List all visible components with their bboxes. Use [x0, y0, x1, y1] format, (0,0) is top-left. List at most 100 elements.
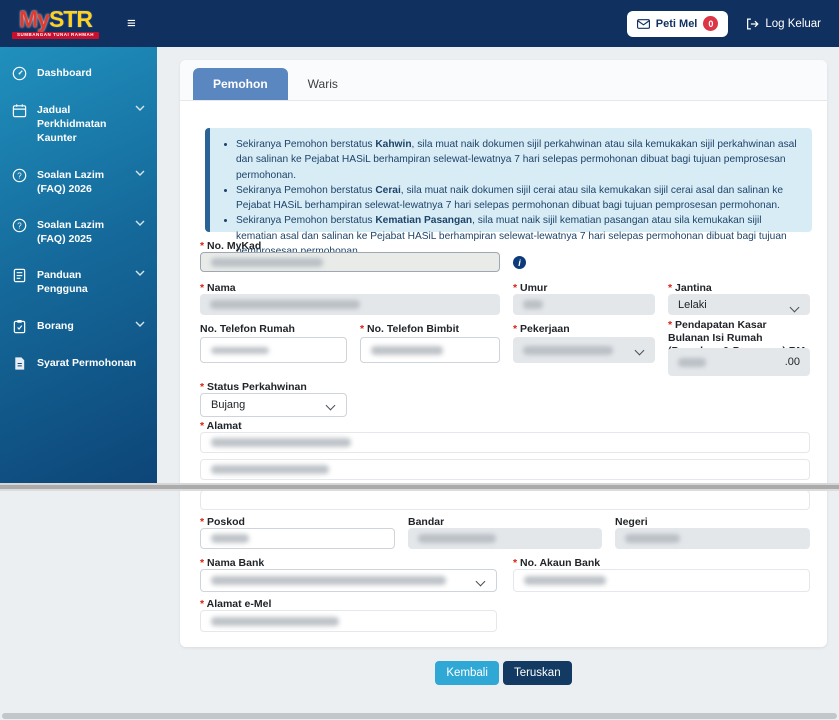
- logout-icon: [747, 18, 760, 29]
- sidebar-item-label: Soalan Lazim (FAQ) 2025: [37, 218, 105, 246]
- sidebar-item-label: Borang: [37, 319, 74, 332]
- status-notice-box: Sekiranya Pemohon berstatus Kahwin, sila…: [205, 128, 812, 257]
- redacted-value: [625, 534, 680, 543]
- redacted-value: [524, 576, 606, 585]
- sidebar-item-label: Dashboard: [37, 67, 92, 79]
- alamat-label: Alamat: [200, 420, 242, 433]
- horizontal-scrollbar-bottom[interactable]: [2, 713, 837, 719]
- redacted-value: [418, 534, 496, 543]
- file-icon: [15, 356, 25, 370]
- alamat-line3-input[interactable]: [200, 490, 810, 510]
- nama-input[interactable]: [200, 294, 500, 315]
- dashboard-icon: [12, 66, 27, 81]
- pendapatan-input[interactable]: .00: [668, 348, 810, 376]
- guide-icon: [13, 269, 26, 283]
- umur-input[interactable]: [513, 294, 655, 315]
- envelope-icon: [636, 18, 650, 29]
- redacted-value: [211, 346, 269, 354]
- mailbox-button[interactable]: Peti Mel 0: [626, 10, 729, 37]
- kembali-button[interactable]: Kembali: [435, 661, 499, 685]
- negeri-label: Negeri: [615, 516, 648, 528]
- jantina-select[interactable]: Lelaki: [668, 294, 810, 315]
- chevron-down-icon: [135, 105, 145, 111]
- alamat-line1-input[interactable]: [200, 432, 810, 453]
- horizontal-scrollbar[interactable]: [0, 483, 839, 491]
- notice-item: Sekiranya Pemohon berstatus Kahwin, sila…: [236, 137, 798, 183]
- form-actions: Kembali Teruskan: [180, 661, 827, 685]
- bandar-input[interactable]: [408, 528, 602, 549]
- status-perkahwinan-label: Status Perkahwinan: [200, 381, 307, 394]
- nama-label: Nama: [200, 282, 236, 295]
- teruskan-button[interactable]: Teruskan: [502, 661, 572, 685]
- redacted-value: [211, 576, 446, 585]
- logo-str: STR: [48, 5, 93, 32]
- redacted-value: [211, 465, 329, 474]
- poskod-input[interactable]: [200, 528, 395, 549]
- sidebar-item-label: Panduan Pengguna: [37, 269, 88, 296]
- umur-label: Umur: [513, 282, 547, 295]
- tel-rumah-label: No. Telefon Rumah: [200, 323, 295, 335]
- redacted-value: [211, 438, 351, 447]
- akaun-bank-input[interactable]: [513, 569, 810, 592]
- sidebar-item-label: Syarat Permohonan: [37, 356, 137, 369]
- logout-button[interactable]: Log Keluar: [746, 18, 821, 30]
- tab-bar: Pemohon Waris: [180, 60, 827, 101]
- pendapatan-suffix: .00: [784, 356, 800, 368]
- sidebar-item-faq-2025[interactable]: ? Soalan Lazim (FAQ) 2025: [0, 207, 157, 257]
- bandar-label: Bandar: [408, 516, 445, 528]
- jantina-value: Lelaki: [678, 298, 707, 311]
- akaun-bank-label: No. Akaun Bank: [513, 557, 600, 570]
- sidebar-item-borang[interactable]: Borang: [0, 308, 157, 345]
- sidebar-item-syarat-permohonan[interactable]: Syarat Permohonan: [0, 345, 157, 382]
- sidebar-item-dashboard[interactable]: Dashboard: [0, 55, 157, 92]
- sidebar-item-jadual-perkhidmatan-kaunter[interactable]: Jadual Perkhidmatan Kaunter: [0, 92, 157, 157]
- pekerjaan-label: Pekerjaan: [513, 323, 570, 336]
- sidebar-item-label: Soalan Lazim (FAQ) 2026: [37, 168, 105, 195]
- chevron-down-icon: [135, 270, 145, 277]
- logo-text: MySTR: [19, 5, 93, 32]
- negeri-input[interactable]: [615, 528, 810, 549]
- question-circle-icon: ?: [12, 218, 27, 233]
- mystr-logo[interactable]: MySTR SUMBANGAN TUNAI RAHMAH: [12, 5, 99, 40]
- pekerjaan-select[interactable]: [513, 337, 655, 363]
- redacted-value: [210, 300, 360, 309]
- sidebar-item-label: Jadual Perkhidmatan Kaunter: [37, 104, 107, 145]
- question-circle-icon: ?: [12, 168, 27, 182]
- redacted-value: [678, 357, 706, 367]
- nama-bank-select[interactable]: [200, 569, 497, 592]
- emel-label: Alamat e-Mel: [200, 598, 272, 611]
- pemohon-form-card: Pemohon Waris Sekiranya Pemohon berstatu…: [180, 60, 827, 647]
- mykad-input[interactable]: [200, 252, 500, 272]
- mailbox-label: Peti Mel: [655, 17, 698, 30]
- nama-bank-label: Nama Bank: [200, 557, 264, 570]
- emel-input[interactable]: [200, 610, 497, 632]
- top-header: MySTR SUMBANGAN TUNAI RAHMAH ≡ Peti Mel …: [0, 0, 839, 47]
- redacted-value: [211, 616, 339, 626]
- status-perkahwinan-value: Bujang: [211, 399, 246, 411]
- redacted-value: [523, 345, 613, 355]
- redacted-value: [211, 534, 249, 543]
- tel-bimbit-input[interactable]: [360, 337, 500, 363]
- logo-my: My: [19, 5, 50, 32]
- tab-waris[interactable]: Waris: [307, 77, 338, 91]
- chevron-down-icon: [135, 220, 145, 226]
- tab-pemohon[interactable]: Pemohon: [193, 68, 288, 100]
- logout-label: Log Keluar: [765, 17, 821, 30]
- chevron-down-icon: [135, 170, 145, 176]
- logo-tagline: SUMBANGAN TUNAI RAHMAH: [12, 31, 99, 40]
- hamburger-menu-icon[interactable]: ≡: [127, 15, 136, 32]
- mykad-label: No. MyKad: [200, 240, 261, 253]
- clipboard-icon: [13, 319, 26, 333]
- info-icon[interactable]: [513, 256, 526, 269]
- tel-rumah-input[interactable]: [200, 337, 347, 363]
- redacted-value: [523, 300, 543, 309]
- alamat-line2-input[interactable]: [200, 459, 810, 480]
- status-perkahwinan-select[interactable]: Bujang: [200, 393, 347, 417]
- sidebar-item-faq-2026[interactable]: ? Soalan Lazim (FAQ) 2026: [0, 157, 157, 207]
- redacted-value: [371, 345, 443, 355]
- svg-text:?: ?: [17, 221, 22, 230]
- poskod-label: Poskod: [200, 516, 245, 529]
- jantina-label: Jantina: [668, 282, 712, 295]
- sidebar-item-panduan-pengguna[interactable]: Panduan Pengguna: [0, 257, 157, 307]
- mailbox-count-badge: 0: [703, 16, 719, 31]
